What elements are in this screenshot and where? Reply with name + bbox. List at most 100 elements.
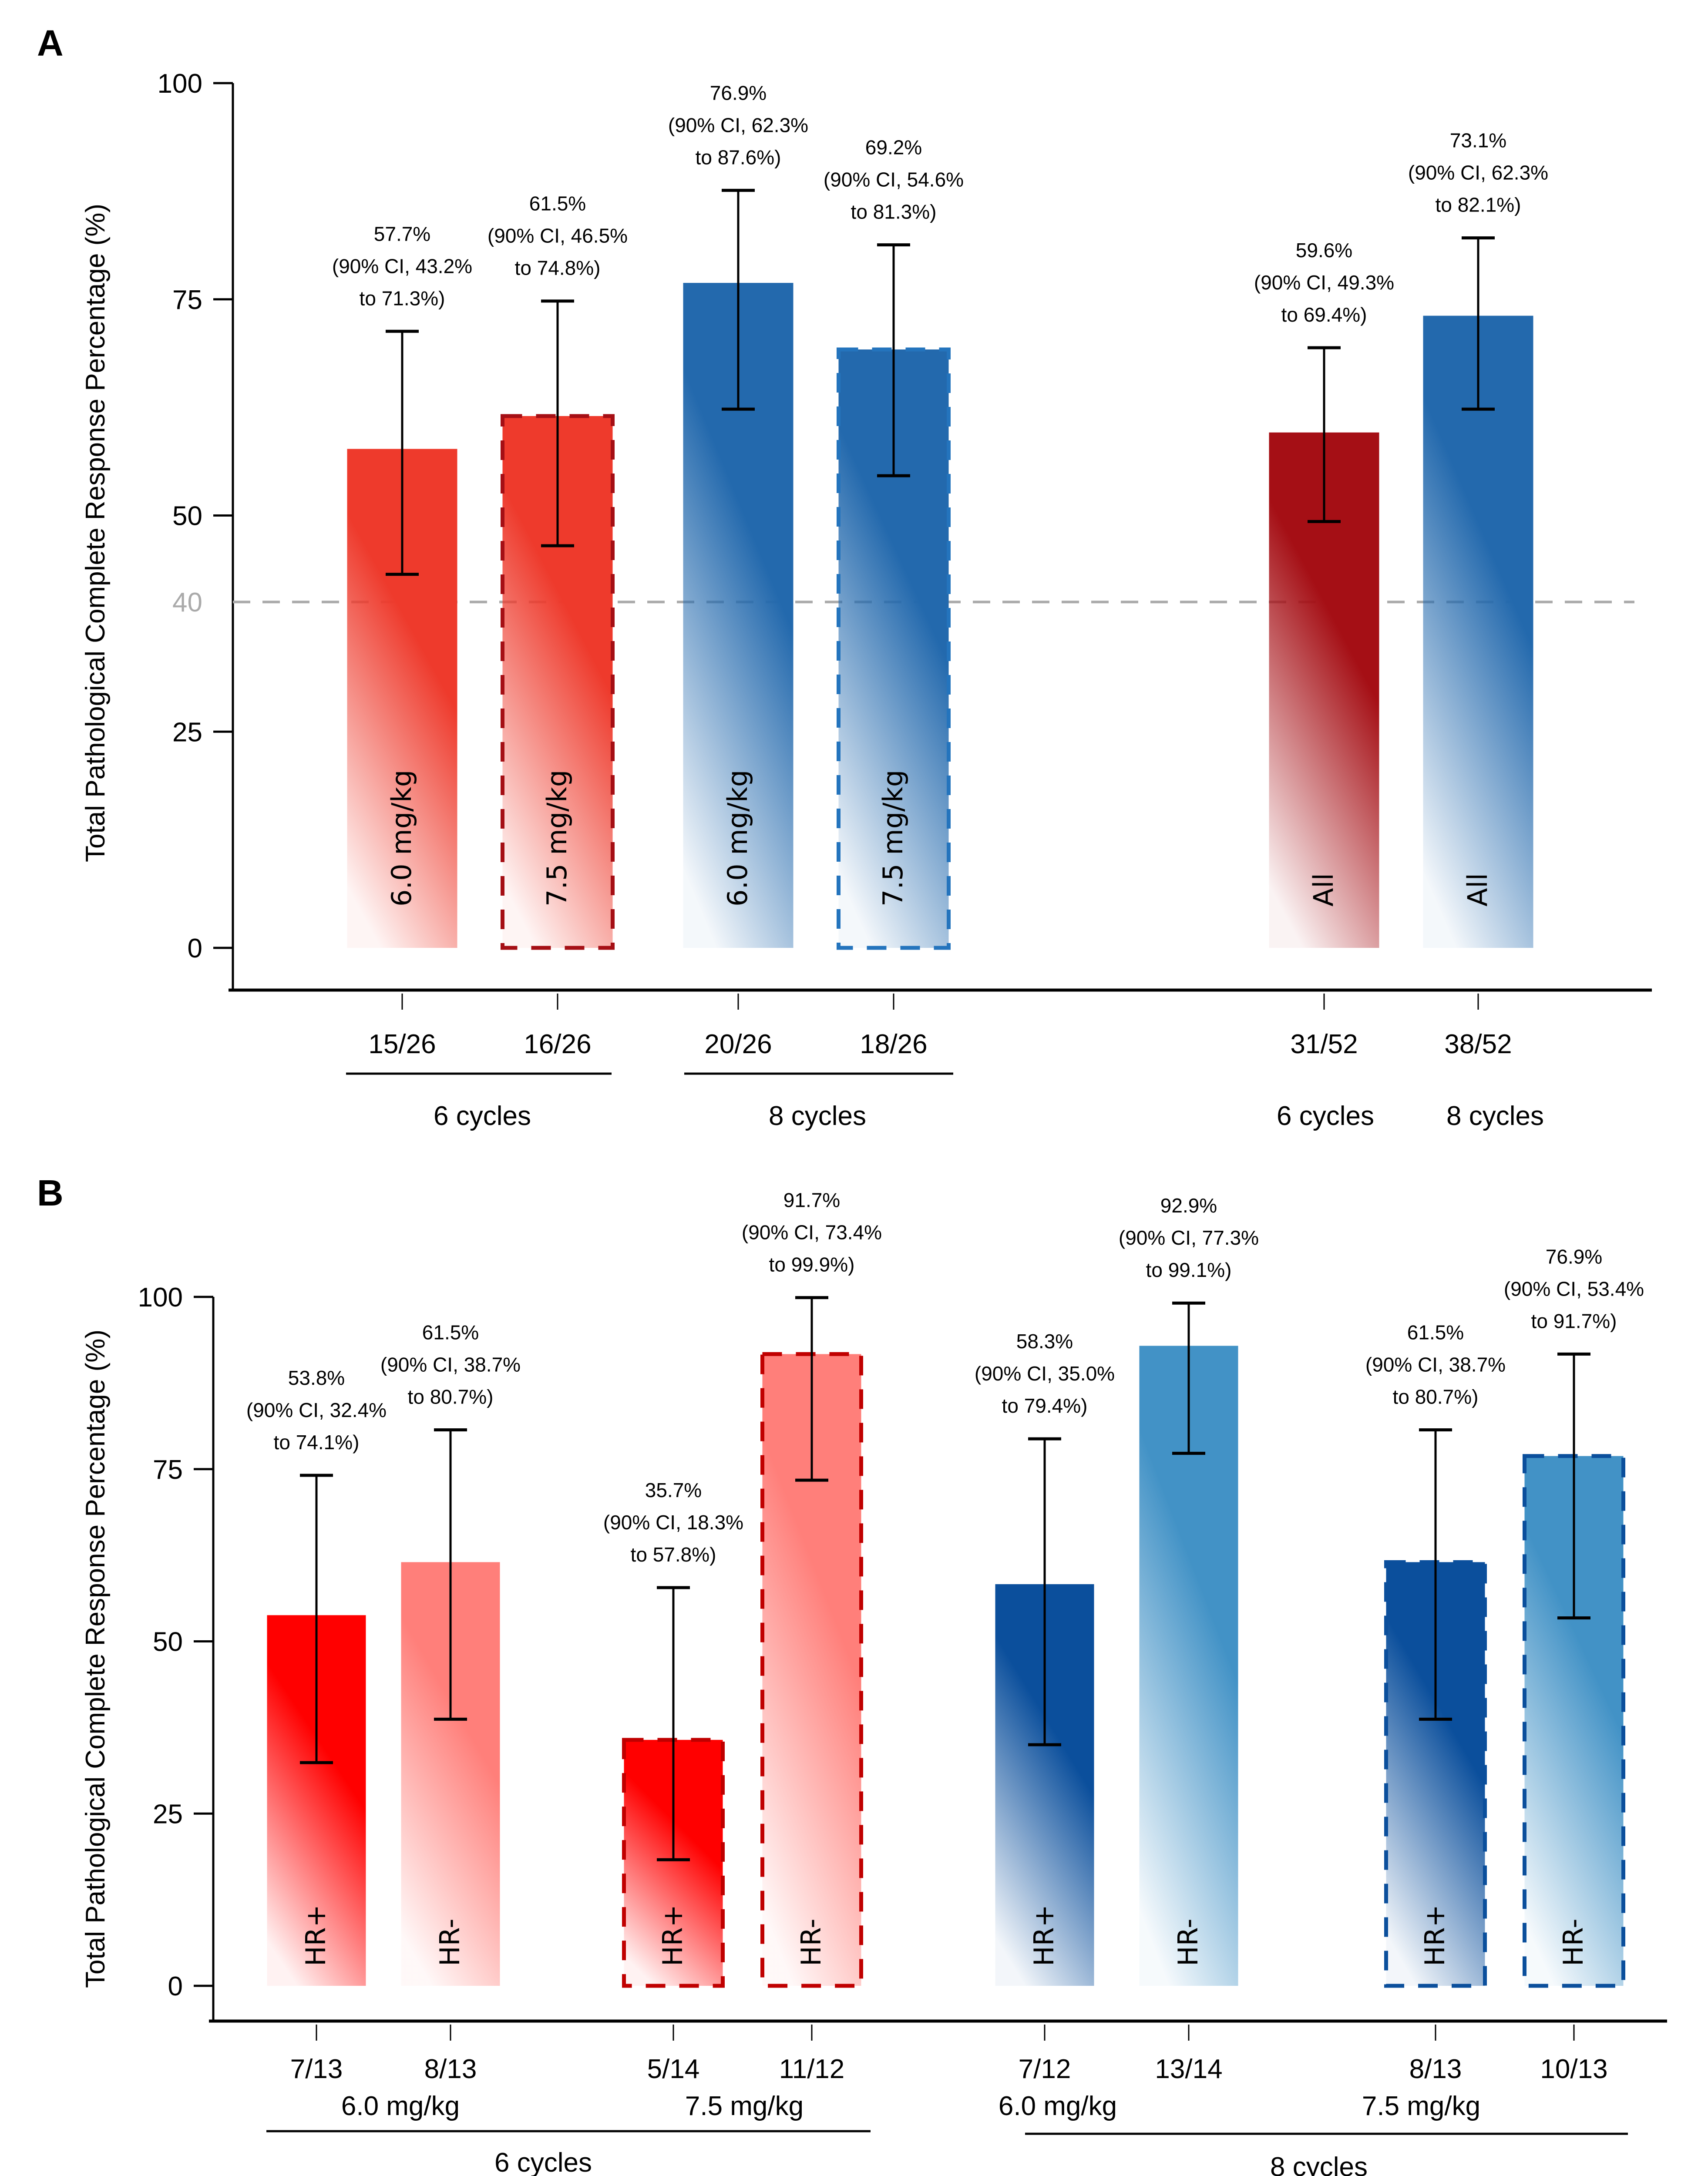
data-label-value: 73.1% <box>1450 129 1506 152</box>
y-tick-label: 25 <box>153 1799 183 1829</box>
data-label-ci: (90% CI, 18.3% <box>603 1511 743 1534</box>
data-label-ci-end: to 69.4%) <box>1281 303 1367 326</box>
data-label-ci-end: to 57.8%) <box>631 1543 716 1566</box>
dose-label: 6.0 mg/kg <box>999 2091 1117 2121</box>
x-tick-label: 7/12 <box>1019 2054 1071 2084</box>
data-label-value: 35.7% <box>645 1479 702 1501</box>
bar-inner-label: All <box>1462 873 1493 907</box>
x-tick-label: 18/26 <box>860 1029 927 1059</box>
y-tick-label: 75 <box>153 1455 183 1485</box>
data-label-ci-end: to 74.8%) <box>515 257 601 279</box>
bar-inner-label: HR+ <box>657 1904 689 1966</box>
data-label-ci: (90% CI, 62.3% <box>1408 161 1548 184</box>
data-label-value: 76.9% <box>1546 1245 1602 1268</box>
group-label: 6 cycles <box>494 2148 592 2176</box>
data-label-ci-end: to 74.1%) <box>274 1431 360 1454</box>
data-label-ci: (90% CI, 62.3% <box>668 114 808 136</box>
bar-inner-label: HR- <box>1172 1918 1204 1966</box>
y-axis-label: Total Pathological Complete Response Per… <box>81 1330 111 1988</box>
data-label-ci: (90% CI, 54.6% <box>824 168 964 191</box>
data-label-value: 59.6% <box>1296 239 1352 262</box>
data-label-value: 92.9% <box>1160 1194 1217 1217</box>
bar-inner-label: 7.5 mg/kg <box>877 770 909 907</box>
data-label-value: 76.9% <box>710 81 767 104</box>
x-tick-label: 11/12 <box>779 2054 845 2084</box>
bar-inner-label: 7.5 mg/kg <box>541 770 573 907</box>
data-label-ci: (90% CI, 49.3% <box>1254 271 1394 294</box>
data-label-value: 61.5% <box>529 192 586 215</box>
data-label-ci: (90% CI, 38.7% <box>1365 1353 1506 1376</box>
data-label-ci-end: to 99.9%) <box>769 1253 855 1276</box>
bar-inner-label: HR+ <box>1419 1904 1451 1966</box>
bar-dashed-border <box>501 414 615 950</box>
data-label-ci-end: to 80.7%) <box>1393 1386 1479 1408</box>
data-label-ci-end: to 82.1%) <box>1436 194 1521 216</box>
y-axis-label: Total Pathological Complete Response Per… <box>81 204 111 862</box>
data-label-ci: (90% CI, 43.2% <box>332 255 472 277</box>
data-label-value: 53.8% <box>288 1367 345 1389</box>
dose-label: 7.5 mg/kg <box>1362 2091 1480 2121</box>
panel-a-chart: 0 25 50 75 100 Total Pathological Complete Re… <box>81 69 1652 1131</box>
x-tick-label: 5/14 <box>647 2054 700 2084</box>
data-label-ci-end: to 80.7%) <box>408 1386 494 1408</box>
x-tick-label: 20/26 <box>704 1029 772 1059</box>
bar-inner-label: HR+ <box>1028 1904 1060 1966</box>
x-tick-label: 10/13 <box>1540 2054 1607 2084</box>
data-label-ci: (90% CI, 32.4% <box>246 1399 387 1421</box>
data-label-ci-end: to 91.7%) <box>1531 1310 1617 1332</box>
data-label-value: 69.2% <box>865 136 922 159</box>
data-label-value: 91.7% <box>783 1189 840 1212</box>
data-label-value: 61.5% <box>422 1321 479 1344</box>
x-tick-label: 8/13 <box>424 2054 477 2084</box>
x-tick-label: 8/13 <box>1409 2054 1462 2084</box>
bar-inner-label: 6.0 mg/kg <box>386 770 417 907</box>
data-label-ci: (90% CI, 53.4% <box>1504 1277 1644 1300</box>
dose-label: 6.0 mg/kg <box>341 2091 460 2121</box>
data-label-ci-end: to 79.4%) <box>1002 1394 1088 1417</box>
bar-inner-label: HR- <box>1557 1918 1589 1966</box>
data-label-ci-end: to 87.6%) <box>696 146 781 168</box>
data-label-value: 57.7% <box>374 222 430 245</box>
panel-letter-b: B <box>37 1172 64 1213</box>
y-tick-label: 25 <box>172 717 202 747</box>
bar-inner-label: 6.0 mg/kg <box>722 770 753 907</box>
group-label: 8 cycles <box>1270 2152 1368 2176</box>
data-label-ci: (90% CI, 38.7% <box>380 1353 521 1376</box>
bar-dashed-border <box>837 347 951 950</box>
reference-line-label: 40 <box>172 588 202 618</box>
data-label-ci: (90% CI, 73.4% <box>742 1221 882 1244</box>
data-label-ci-end: to 99.1%) <box>1146 1259 1232 1281</box>
bar-inner-label: HR- <box>795 1918 827 1966</box>
data-label-value: 61.5% <box>1407 1321 1464 1344</box>
y-tick-label: 75 <box>172 285 202 315</box>
panel-b-chart: 0 25 50 75 100 Total Pathological Complete Re… <box>81 1189 1667 2176</box>
data-label-value: 58.3% <box>1016 1330 1073 1353</box>
x-tick-label: 31/52 <box>1290 1029 1358 1059</box>
x-tick-label: 38/52 <box>1444 1029 1512 1059</box>
bar-inner-label: HR+ <box>300 1904 332 1966</box>
y-tick-label: 100 <box>158 69 202 99</box>
x-tick-label: 7/13 <box>290 2054 343 2084</box>
panel-letter-a: A <box>37 23 64 64</box>
x-tick-label: 16/26 <box>524 1029 591 1059</box>
y-tick-label: 0 <box>168 1971 183 2001</box>
data-label-ci-end: to 71.3%) <box>360 287 445 309</box>
data-label-ci: (90% CI, 77.3% <box>1119 1226 1259 1249</box>
group-label: 6 cycles <box>434 1101 531 1131</box>
y-tick-label: 100 <box>138 1283 183 1313</box>
bar-inner-label: HR- <box>434 1918 466 1966</box>
group-label: 8 cycles <box>1446 1101 1544 1131</box>
dose-label: 7.5 mg/kg <box>685 2091 804 2121</box>
group-label: 8 cycles <box>769 1101 866 1131</box>
data-label-ci: (90% CI, 46.5% <box>488 225 628 247</box>
bar-inner-label: All <box>1308 873 1339 907</box>
y-tick-label: 50 <box>172 501 202 531</box>
x-tick-label: 15/26 <box>368 1029 436 1059</box>
y-tick-label: 0 <box>188 934 202 964</box>
data-label-ci: (90% CI, 35.0% <box>975 1362 1115 1385</box>
data-label-ci-end: to 81.3%) <box>851 201 937 223</box>
y-tick-label: 50 <box>153 1627 183 1657</box>
x-tick-label: 13/14 <box>1155 2054 1222 2084</box>
group-label: 6 cycles <box>1277 1101 1374 1131</box>
